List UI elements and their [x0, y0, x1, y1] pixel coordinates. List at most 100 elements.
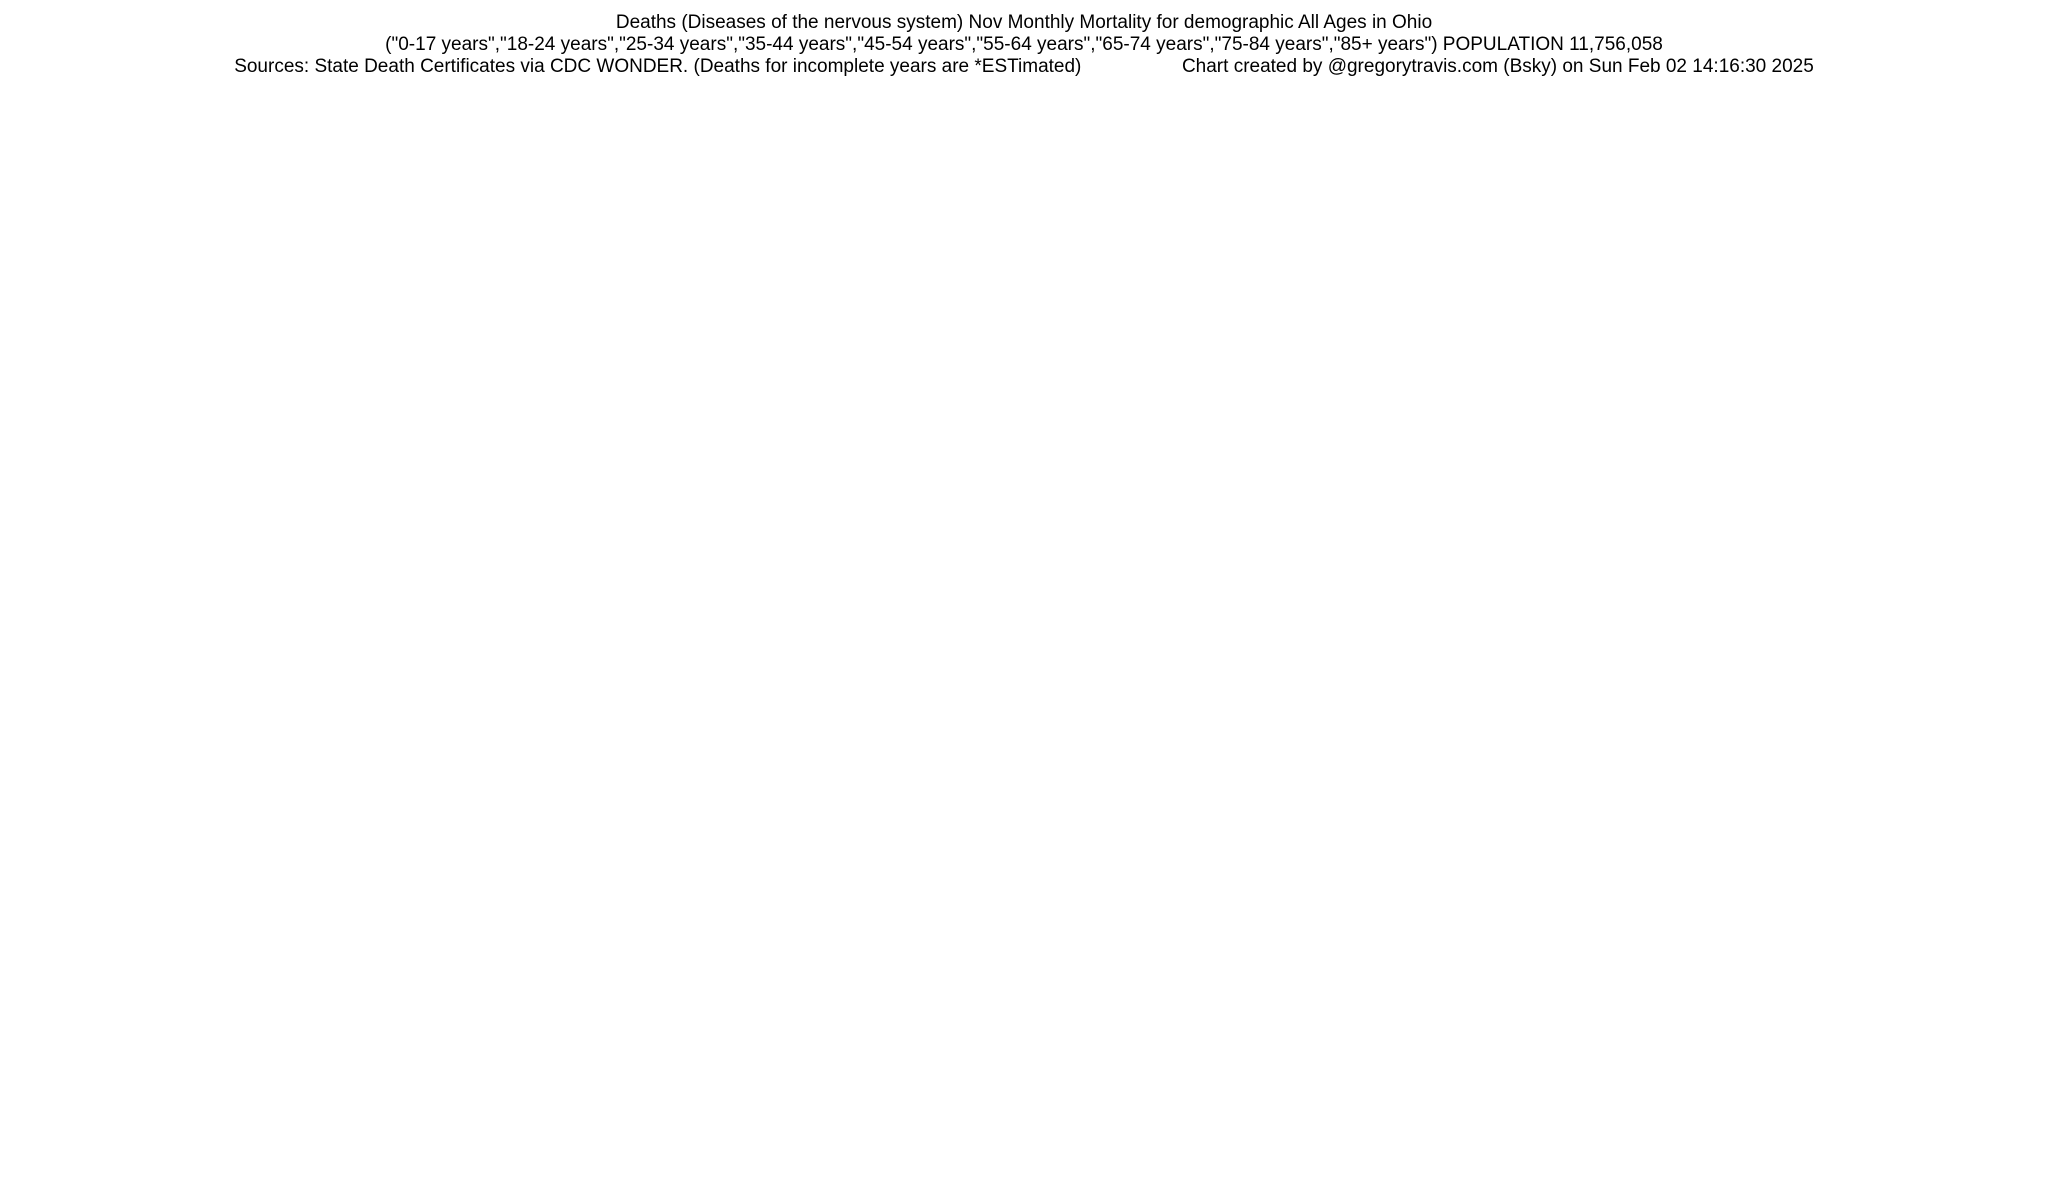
oaf-value-label: 641	[1093, 441, 1115, 456]
bar-segment	[1171, 1121, 1257, 1125]
yah-label-box	[1629, 1125, 1697, 1156]
legend-swatch	[2007, 169, 2041, 176]
yah-percent-label: dead (1%)	[622, 1139, 682, 1154]
bar-segment	[1507, 380, 1594, 966]
bar-segment	[609, 1011, 695, 1120]
bar-segment	[1620, 1120, 1706, 1125]
bar-segment	[721, 531, 808, 1005]
yah-label-box	[731, 1125, 798, 1156]
bar-segment	[160, 1122, 246, 1125]
x-axis-label: Year	[974, 1184, 1007, 1200]
oaf-label-box	[276, 657, 354, 692]
total-label-box	[265, 595, 365, 648]
total-value-label: 729	[975, 469, 1010, 492]
x-tick-label: 2017	[966, 1157, 1013, 1180]
total-label-box	[1051, 376, 1152, 428]
oaf-value-label: 664	[1429, 412, 1451, 427]
oaf-label-box	[389, 668, 467, 703]
mal-percent-label: dead (17%)	[1292, 993, 1359, 1008]
total-value-label: 837	[1087, 380, 1122, 403]
mal-percent-label: dead (20%)	[731, 1026, 798, 1041]
mal-label-box	[950, 988, 1028, 1023]
yah-label-box	[1292, 1125, 1360, 1156]
yah-value-label: 13	[1325, 1126, 1339, 1141]
total-dead-label: Total dead	[1614, 366, 1711, 389]
plot-background	[92, 133, 1868, 1124]
mal-label-box	[1736, 977, 1814, 1012]
total-dead-label: Total dead	[716, 502, 813, 525]
total-dead-label: Total dead	[604, 561, 701, 584]
bar-segment	[834, 988, 920, 1109]
total-dead-label: Total dead	[267, 622, 364, 645]
mal-value-label: 122	[419, 1025, 441, 1040]
bar-segment	[497, 669, 583, 1015]
yah-percent-label: dead (1%)	[1296, 1139, 1356, 1154]
bar-segment	[1620, 395, 1706, 976]
bar-segment	[497, 1119, 583, 1124]
oaf-value-label: 417	[531, 678, 553, 693]
mal-label-box	[501, 1019, 579, 1054]
bar-segment	[1395, 403, 1481, 953]
bar-segment	[1732, 971, 1818, 1121]
oaf-value-label: 702	[1654, 404, 1676, 419]
bar-segment	[834, 1106, 920, 1117]
yah-value-label: 4	[655, 1126, 662, 1141]
bar-segment	[272, 651, 358, 1028]
bar-segment	[1507, 1119, 1594, 1123]
oaf-value-label: 587	[868, 513, 890, 528]
yah-percent-label: dead (0%)	[1745, 1139, 1805, 1154]
total-dead-label: Total dead	[1165, 413, 1262, 436]
bar-segment	[385, 1016, 471, 1118]
total-value-label: 899	[1536, 329, 1571, 352]
mal-value-label: 174	[1205, 977, 1227, 992]
oaf-label-box	[1399, 409, 1477, 444]
y-tick-label: 800	[59, 456, 86, 473]
oaf-percent-label: dead (77%)	[394, 686, 461, 701]
yah-percent-label: dead (1%)	[398, 1139, 458, 1154]
oaf-label-box	[1175, 448, 1253, 483]
oaf-value-label: 690	[1766, 410, 1788, 425]
yah-value-label: 14	[1100, 1126, 1114, 1141]
oaf-percent-label: dead (78%)	[843, 528, 910, 543]
bar-segment	[1283, 1122, 1369, 1125]
total-value-label: 750	[862, 452, 897, 475]
oaf-percent-label: dead (80%)	[169, 666, 236, 681]
mal-value-label: 172	[1654, 983, 1676, 998]
bar-segment	[721, 1122, 808, 1125]
yah-percent-label: dead (1%)	[1184, 1139, 1244, 1154]
total-value-label: 874	[1761, 349, 1796, 372]
yah-label-box	[1180, 1125, 1248, 1156]
mal-label-box	[1624, 980, 1702, 1015]
bar-segment	[272, 1025, 358, 1119]
yah-percent-label: dead (0%)	[1521, 1139, 1581, 1154]
oaf-label-box	[501, 675, 579, 710]
total-dead-label: Total dead	[1390, 374, 1487, 397]
total-label-box	[1388, 347, 1488, 399]
yah-percent-label: dead (1%)	[285, 1139, 345, 1154]
total-label-box	[1164, 386, 1264, 438]
oaf-value-label: 818	[1317, 303, 1339, 318]
total-dead-label: Total dead	[1278, 265, 1375, 288]
mal-percent-label: dead (22%)	[394, 1040, 461, 1055]
bar-segment	[609, 1118, 695, 1123]
total-value-label: 882	[1648, 343, 1683, 366]
yah-value-label: 10	[876, 1126, 890, 1141]
total-dead-label: Total dead	[1727, 372, 1824, 395]
chart-source-line: Sources: State Death Certificates via CD…	[0, 56, 2048, 78]
legend-swatch	[2007, 148, 2041, 155]
bar-segment	[946, 1121, 1032, 1125]
mal-value-label: 143	[868, 997, 890, 1012]
oaf-label-box	[164, 648, 242, 683]
bar-segment	[385, 662, 471, 1018]
x-tick-label: 2010	[180, 1157, 227, 1180]
mal-label-box	[1062, 967, 1140, 1002]
y-tick-label: 200	[59, 952, 86, 969]
yah-label-box	[1741, 1125, 1809, 1156]
mal-label-box	[164, 1031, 242, 1066]
x-tick-label: 2014	[629, 1157, 676, 1180]
bar-segment	[1058, 432, 1145, 963]
mal-value-label: 179	[1766, 980, 1788, 995]
x-tick-label: 2023	[1640, 1157, 1687, 1180]
mal-percent-label: dead (20%)	[169, 1049, 236, 1064]
